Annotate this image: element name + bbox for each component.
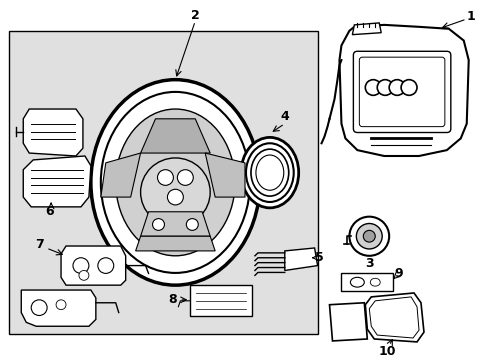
- Circle shape: [365, 80, 381, 95]
- Ellipse shape: [116, 109, 235, 256]
- Circle shape: [186, 219, 198, 230]
- Polygon shape: [284, 248, 317, 270]
- Circle shape: [177, 170, 193, 185]
- Circle shape: [388, 80, 404, 95]
- Ellipse shape: [91, 80, 260, 285]
- Ellipse shape: [241, 138, 298, 208]
- Text: 2: 2: [190, 9, 199, 22]
- Text: 4: 4: [280, 111, 288, 123]
- Circle shape: [400, 80, 416, 95]
- FancyBboxPatch shape: [353, 51, 450, 132]
- FancyBboxPatch shape: [9, 31, 317, 334]
- Polygon shape: [101, 153, 141, 197]
- Text: 5: 5: [315, 251, 323, 264]
- Polygon shape: [205, 153, 244, 197]
- Circle shape: [349, 217, 388, 256]
- Polygon shape: [352, 23, 381, 35]
- Ellipse shape: [255, 155, 283, 190]
- Circle shape: [356, 224, 382, 249]
- Text: 3: 3: [364, 257, 373, 270]
- Circle shape: [376, 80, 392, 95]
- Text: 8: 8: [168, 293, 176, 306]
- Polygon shape: [141, 212, 210, 236]
- Ellipse shape: [350, 277, 364, 287]
- Polygon shape: [365, 293, 423, 342]
- Ellipse shape: [101, 92, 249, 273]
- Polygon shape: [329, 303, 366, 341]
- Ellipse shape: [369, 278, 380, 286]
- Text: 10: 10: [378, 345, 395, 358]
- Circle shape: [56, 300, 66, 310]
- FancyBboxPatch shape: [359, 57, 444, 127]
- Circle shape: [157, 170, 173, 185]
- FancyBboxPatch shape: [341, 273, 392, 291]
- Polygon shape: [23, 156, 91, 207]
- Circle shape: [98, 258, 114, 273]
- Polygon shape: [135, 236, 215, 251]
- Polygon shape: [141, 119, 210, 153]
- Polygon shape: [339, 25, 468, 156]
- Text: 9: 9: [394, 267, 403, 280]
- Circle shape: [31, 300, 47, 315]
- Ellipse shape: [250, 149, 288, 196]
- Text: 7: 7: [35, 238, 43, 251]
- Polygon shape: [368, 297, 418, 338]
- Ellipse shape: [245, 143, 293, 202]
- Text: 1: 1: [466, 10, 474, 23]
- Circle shape: [79, 270, 89, 280]
- Circle shape: [141, 158, 210, 226]
- Polygon shape: [21, 290, 96, 326]
- Circle shape: [167, 189, 183, 205]
- FancyBboxPatch shape: [190, 285, 251, 316]
- Circle shape: [73, 258, 89, 273]
- Text: 6: 6: [45, 205, 53, 218]
- Circle shape: [363, 230, 374, 242]
- Polygon shape: [23, 109, 83, 156]
- Circle shape: [152, 219, 164, 230]
- Polygon shape: [61, 246, 125, 285]
